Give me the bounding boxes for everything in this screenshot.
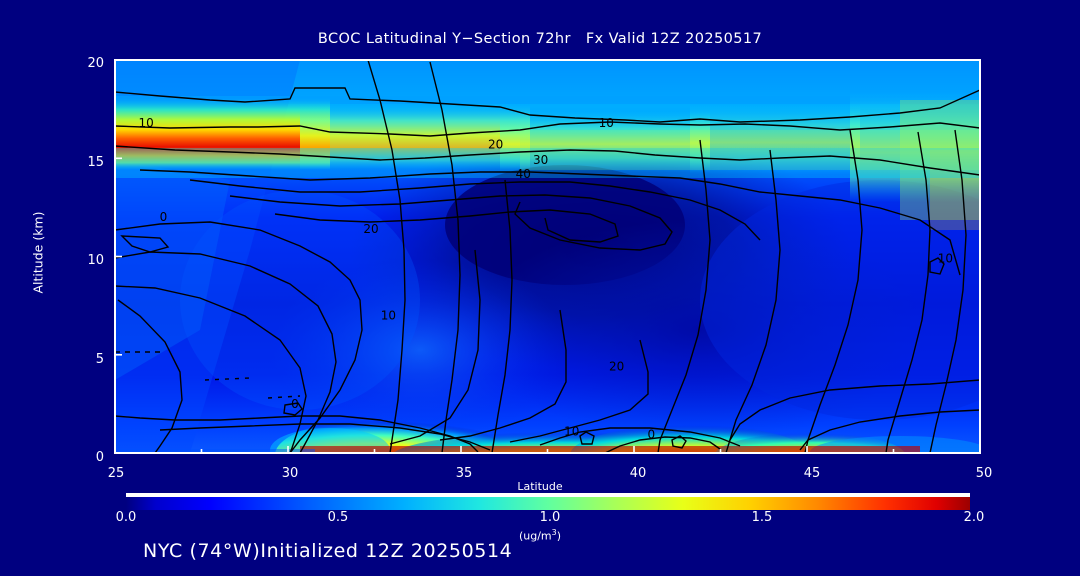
colorbar-unit-suffix: ) bbox=[556, 529, 562, 543]
figure-footer: NYC (74°W)Initialized 12Z 20250514 bbox=[143, 540, 513, 562]
colorbar-unit-prefix: (ug/m bbox=[518, 529, 552, 543]
contour-label-10-0: 10 bbox=[138, 116, 153, 130]
y-tick-15: 15 bbox=[87, 155, 104, 170]
contour-label-10-11: 10 bbox=[564, 424, 579, 438]
contour-label-10-7: 10 bbox=[381, 308, 396, 322]
colorbar-tick-2: 1.0 bbox=[539, 510, 561, 525]
contour-label-20-8: 20 bbox=[609, 359, 624, 373]
colorbar-tick-0: 0.0 bbox=[115, 510, 137, 525]
y-tick-20: 20 bbox=[87, 56, 104, 71]
contour-label-0-12: 0 bbox=[647, 427, 655, 441]
y-tick-5: 5 bbox=[95, 352, 104, 367]
x-axis-label: Latitude bbox=[517, 480, 563, 493]
colorbar[interactable] bbox=[126, 493, 970, 510]
contour-label-0-5: 0 bbox=[160, 210, 168, 224]
contour-label-10-1: 10 bbox=[599, 116, 614, 130]
contour-label-20-6: 20 bbox=[363, 222, 378, 236]
contour-lines bbox=[115, 60, 980, 453]
contour-label-30-3: 30 bbox=[533, 153, 548, 167]
x-tick-30: 30 bbox=[281, 466, 299, 481]
x-tick-40: 40 bbox=[629, 466, 647, 481]
colorbar-tick-3: 1.5 bbox=[751, 510, 773, 525]
contour-label-20-2: 20 bbox=[488, 137, 503, 151]
x-tick-25: 25 bbox=[107, 466, 125, 481]
x-tick-50: 50 bbox=[975, 466, 993, 481]
y-tick-10: 10 bbox=[87, 253, 104, 268]
contour-label-40-4: 40 bbox=[516, 167, 531, 181]
colorbar-unit-exponent: 3 bbox=[551, 528, 557, 537]
colorbar-unit-label: (ug/m3) bbox=[0, 528, 1080, 543]
x-tick-45: 45 bbox=[803, 466, 821, 481]
chart-title: BCOC Latitudinal Y−Section 72hr Fx Valid… bbox=[317, 31, 763, 47]
contour-label-0-10: 0 bbox=[291, 397, 299, 411]
x-tick-35: 35 bbox=[455, 466, 473, 481]
y-tick-0: 0 bbox=[95, 450, 104, 465]
colorbar-tick-4: 2.0 bbox=[963, 510, 985, 525]
contour-label-10-9: 10 bbox=[938, 251, 953, 265]
colorbar-tick-1: 0.5 bbox=[327, 510, 349, 525]
axes-frame bbox=[114, 59, 981, 454]
